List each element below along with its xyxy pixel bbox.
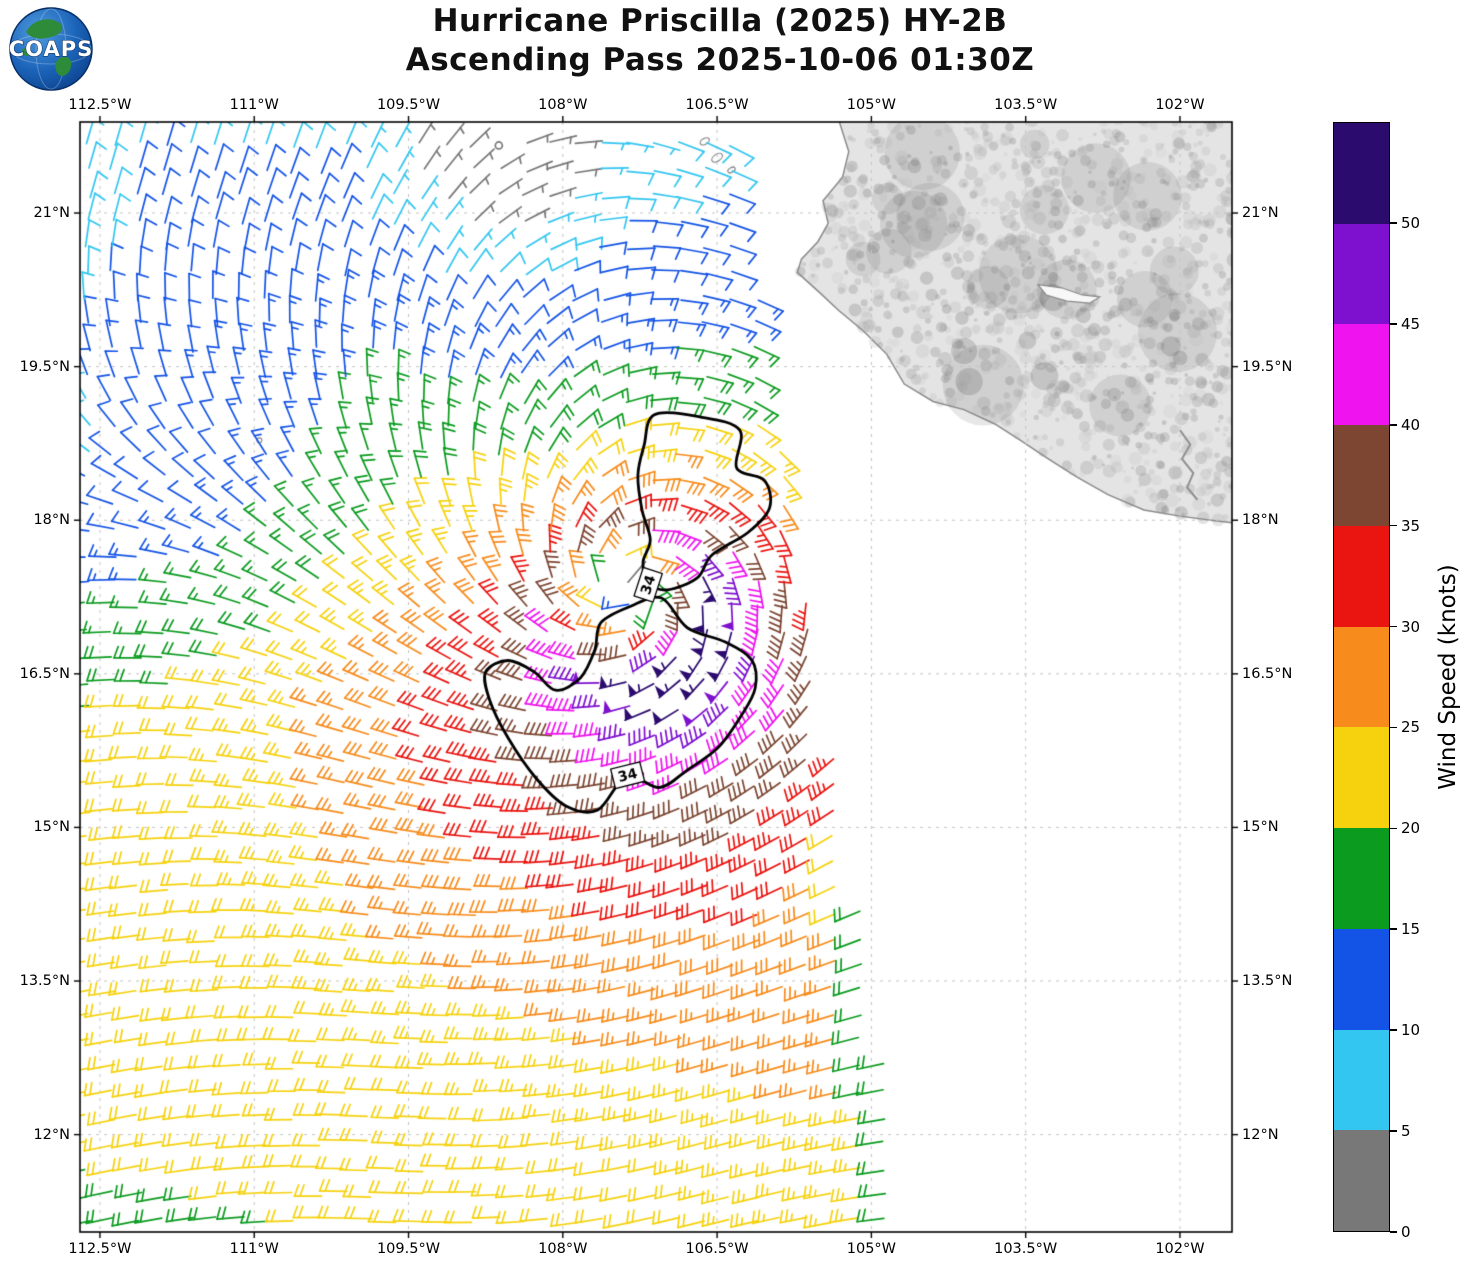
x-axis-tick-label-top: 105°W	[846, 97, 897, 113]
colorbar-tick-mark	[1390, 1130, 1397, 1132]
colorbar-band-10-15	[1334, 928, 1389, 1030]
y-axis-tick-label-left: 16.5°N	[19, 665, 70, 682]
colorbar-tick-label: 10	[1401, 1021, 1421, 1040]
logo-continent-west	[22, 47, 31, 57]
x-axis-tick-label-bottom: 105°W	[846, 1241, 897, 1257]
colorbar-band-45-50	[1334, 223, 1389, 325]
colorbar-tick-label: 30	[1401, 617, 1421, 636]
chart-title-block: Hurricane Priscilla (2025) HY-2B Ascendi…	[150, 2, 1290, 80]
colorbar-band-25-30	[1334, 626, 1389, 728]
y-axis-tick-label-right: 19.5°N	[1242, 358, 1293, 375]
x-axis-tick-label-top: 111°W	[229, 97, 279, 113]
wind-speed-colorbar	[1333, 122, 1390, 1232]
colorbar-tick-mark	[1390, 423, 1397, 426]
x-axis-tick-label-top: 112.5°W	[68, 97, 132, 113]
y-axis-tick-label-left: 15°N	[33, 819, 70, 836]
x-axis-tick-label-bottom: 108°W	[538, 1241, 588, 1257]
colorbar-tick-mark	[1390, 222, 1397, 224]
x-axis-tick-label-top: 102°W	[1155, 97, 1205, 113]
y-axis-tick-label-right: 13.5°N	[1242, 973, 1293, 990]
colorbar-tick-mark	[1390, 524, 1397, 527]
colorbar-tick-label: 15	[1401, 920, 1421, 939]
colorbar-band-40-45	[1334, 324, 1389, 426]
y-axis-tick-label-right: 15°N	[1242, 819, 1279, 836]
chart-subtitle: Ascending Pass 2025-10-06 01:30Z	[405, 42, 1035, 78]
colorbar-band-15-20	[1334, 828, 1389, 929]
colorbar-tick-mark	[1390, 1231, 1397, 1233]
colorbar-tick-mark	[1390, 1029, 1397, 1031]
x-axis-tick-label-top: 109.5°W	[376, 97, 441, 113]
x-axis-tick-label-bottom: 109.5°W	[376, 1241, 441, 1257]
colorbar-band-0-5	[1334, 1130, 1389, 1231]
x-axis-tick-label-top: 106.5°W	[685, 97, 749, 113]
y-axis-tick-label-right: 16.5°N	[1242, 665, 1293, 682]
colorbar-band-30-35	[1334, 525, 1389, 627]
colorbar-band-5-10	[1334, 1029, 1389, 1131]
colorbar-tick-label: 5	[1401, 1122, 1411, 1141]
colorbar-band-35-40	[1334, 425, 1389, 526]
logo-continent-north	[26, 19, 63, 39]
y-axis-tick-label-left: 12°N	[33, 1126, 70, 1143]
colorbar-title: Wind Speed (knots)	[1435, 564, 1461, 790]
x-axis-tick-label-bottom: 112.5°W	[68, 1241, 132, 1257]
y-axis-tick-label-left: 21°N	[33, 205, 70, 222]
colorbar-tick-label: 40	[1401, 415, 1421, 434]
coaps-logo: COAPS	[8, 7, 93, 91]
colorbar-tick-label: 0	[1401, 1223, 1411, 1241]
colorbar-tick-label: 50	[1401, 213, 1421, 232]
logo-graticule-v	[35, 8, 67, 90]
logo-continent-south	[55, 56, 72, 76]
colorbar-tick-mark	[1390, 323, 1397, 325]
y-axis-tick-label-right: 21°N	[1242, 205, 1279, 222]
colorbar-tick-label: 20	[1401, 819, 1421, 838]
colorbar-tick-mark	[1390, 827, 1397, 830]
colorbar-tick-mark	[1390, 726, 1397, 729]
x-axis-tick-label-bottom: 106.5°W	[685, 1241, 749, 1257]
x-axis-tick-label-top: 108°W	[538, 97, 588, 113]
logo-text: COAPS	[9, 37, 93, 61]
colorbar-tick-mark	[1390, 625, 1397, 628]
y-axis-tick-label-right: 18°N	[1242, 512, 1279, 529]
x-axis-tick-label-bottom: 102°W	[1155, 1241, 1205, 1257]
x-axis-tick-label-bottom: 103.5°W	[994, 1241, 1058, 1257]
x-axis-tick-label-top: 103.5°W	[994, 97, 1058, 113]
chart-title: Hurricane Priscilla (2025) HY-2B	[432, 3, 1008, 39]
colorbar-tick-label: 25	[1401, 718, 1421, 737]
y-axis-tick-label-left: 18°N	[33, 512, 70, 529]
colorbar-tick-label: 45	[1401, 314, 1421, 333]
y-axis-tick-label-left: 19.5°N	[19, 358, 70, 375]
y-axis-tick-label-right: 12°N	[1242, 1126, 1279, 1143]
colorbar-band-50-55	[1334, 122, 1389, 224]
y-axis-tick-label-left: 13.5°N	[19, 973, 70, 990]
colorbar-band-20-25	[1334, 727, 1389, 829]
colorbar-tick-mark	[1390, 928, 1397, 931]
colorbar-tick-label: 35	[1401, 516, 1421, 535]
x-axis-tick-label-bottom: 111°W	[229, 1241, 279, 1257]
